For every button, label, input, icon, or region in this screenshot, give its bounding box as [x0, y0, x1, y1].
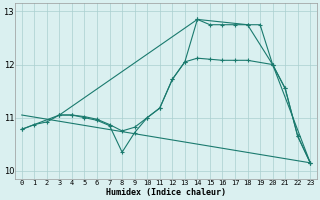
X-axis label: Humidex (Indice chaleur): Humidex (Indice chaleur) — [106, 188, 226, 197]
